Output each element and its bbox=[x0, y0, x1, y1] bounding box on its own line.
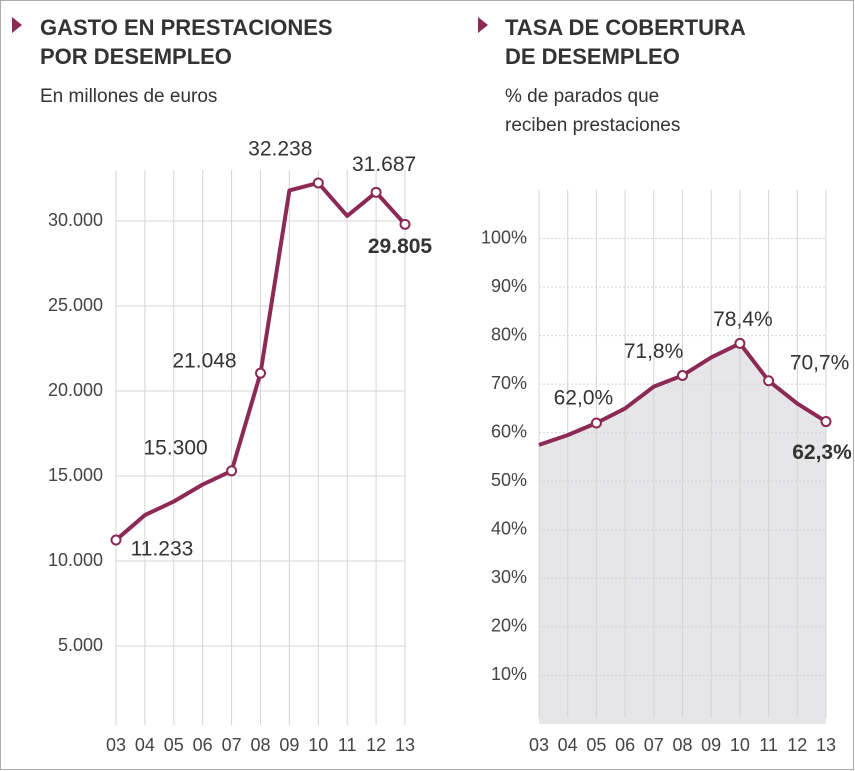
point bbox=[677, 369, 688, 381]
chart-title: GASTO EN PRESTACIONES bbox=[40, 15, 333, 40]
point bbox=[226, 465, 238, 477]
chart-title: DE DESEMPLEO bbox=[505, 44, 680, 69]
chart-title: POR DESEMPLEO bbox=[40, 44, 232, 69]
chart-subtitle: reciben prestaciones bbox=[505, 115, 680, 136]
value-label: 71,8% bbox=[624, 340, 684, 363]
x-tick-label: 07 bbox=[222, 735, 242, 755]
x-tick-label: 13 bbox=[395, 735, 415, 755]
point bbox=[399, 218, 411, 230]
x-tick-label: 12 bbox=[787, 735, 807, 755]
x-tick-label: 04 bbox=[558, 735, 578, 755]
x-tick-label: 04 bbox=[135, 735, 155, 755]
y-tick-label: 40% bbox=[491, 519, 527, 539]
x-tick-label: 09 bbox=[279, 735, 299, 755]
title-icon bbox=[12, 17, 22, 33]
x-tick-label: 08 bbox=[672, 735, 692, 755]
x-tick-label: 11 bbox=[338, 735, 357, 755]
x-tick-label: 07 bbox=[644, 735, 664, 755]
x-tick-label: 10 bbox=[308, 735, 328, 755]
x-tick-label: 06 bbox=[615, 735, 635, 755]
x-tick-label: 12 bbox=[366, 735, 386, 755]
value-label: 21.048 bbox=[172, 350, 236, 373]
point bbox=[312, 177, 324, 189]
point bbox=[370, 186, 382, 198]
point bbox=[255, 367, 266, 379]
y-tick-label: 20.000 bbox=[48, 380, 103, 400]
point bbox=[734, 337, 746, 349]
y-tick-label: 30% bbox=[491, 567, 527, 587]
y-tick-label: 100% bbox=[481, 227, 527, 247]
y-tick-label: 80% bbox=[491, 324, 527, 344]
chart-subtitle: % de parados que bbox=[505, 86, 659, 107]
value-label: 70,7% bbox=[790, 351, 850, 374]
x-tick-label: 09 bbox=[701, 735, 721, 755]
y-tick-label: 30.000 bbox=[48, 210, 103, 230]
y-tick-label: 15.000 bbox=[48, 465, 103, 485]
y-tick-label: 60% bbox=[491, 421, 527, 441]
y-tick-label: 10.000 bbox=[48, 550, 103, 570]
value-label: 62,3% bbox=[792, 441, 852, 464]
point bbox=[820, 416, 832, 428]
x-tick-label: 11 bbox=[759, 735, 778, 755]
value-label: 78,4% bbox=[713, 308, 773, 331]
value-label: 31.687 bbox=[352, 153, 416, 176]
y-tick-label: 50% bbox=[491, 470, 527, 490]
value-label: 29.805 bbox=[368, 235, 433, 258]
y-tick-label: 25.000 bbox=[48, 295, 103, 315]
value-label: 15.300 bbox=[143, 436, 207, 459]
value-label: 32.238 bbox=[248, 138, 312, 161]
title-icon bbox=[478, 17, 488, 33]
y-tick-label: 90% bbox=[491, 276, 527, 296]
x-tick-label: 08 bbox=[250, 735, 270, 755]
chart-subtitle: En millones de euros bbox=[40, 86, 217, 107]
chart-title: TASA DE COBERTURA bbox=[505, 15, 746, 40]
point bbox=[590, 417, 602, 429]
x-tick-label: 03 bbox=[106, 735, 126, 755]
point bbox=[110, 534, 122, 546]
x-tick-label: 05 bbox=[164, 735, 184, 755]
y-tick-label: 5.000 bbox=[58, 635, 103, 655]
y-tick-label: 20% bbox=[491, 616, 527, 636]
y-tick-label: 10% bbox=[491, 664, 527, 684]
point bbox=[763, 375, 775, 387]
x-tick-label: 10 bbox=[730, 735, 750, 755]
x-tick-label: 06 bbox=[193, 735, 213, 755]
value-label: 11.233 bbox=[131, 538, 194, 561]
x-tick-label: 13 bbox=[816, 735, 836, 755]
value-label: 62,0% bbox=[554, 387, 614, 410]
x-tick-label: 05 bbox=[586, 735, 606, 755]
x-tick-label: 03 bbox=[529, 735, 549, 755]
y-tick-label: 70% bbox=[491, 373, 527, 393]
